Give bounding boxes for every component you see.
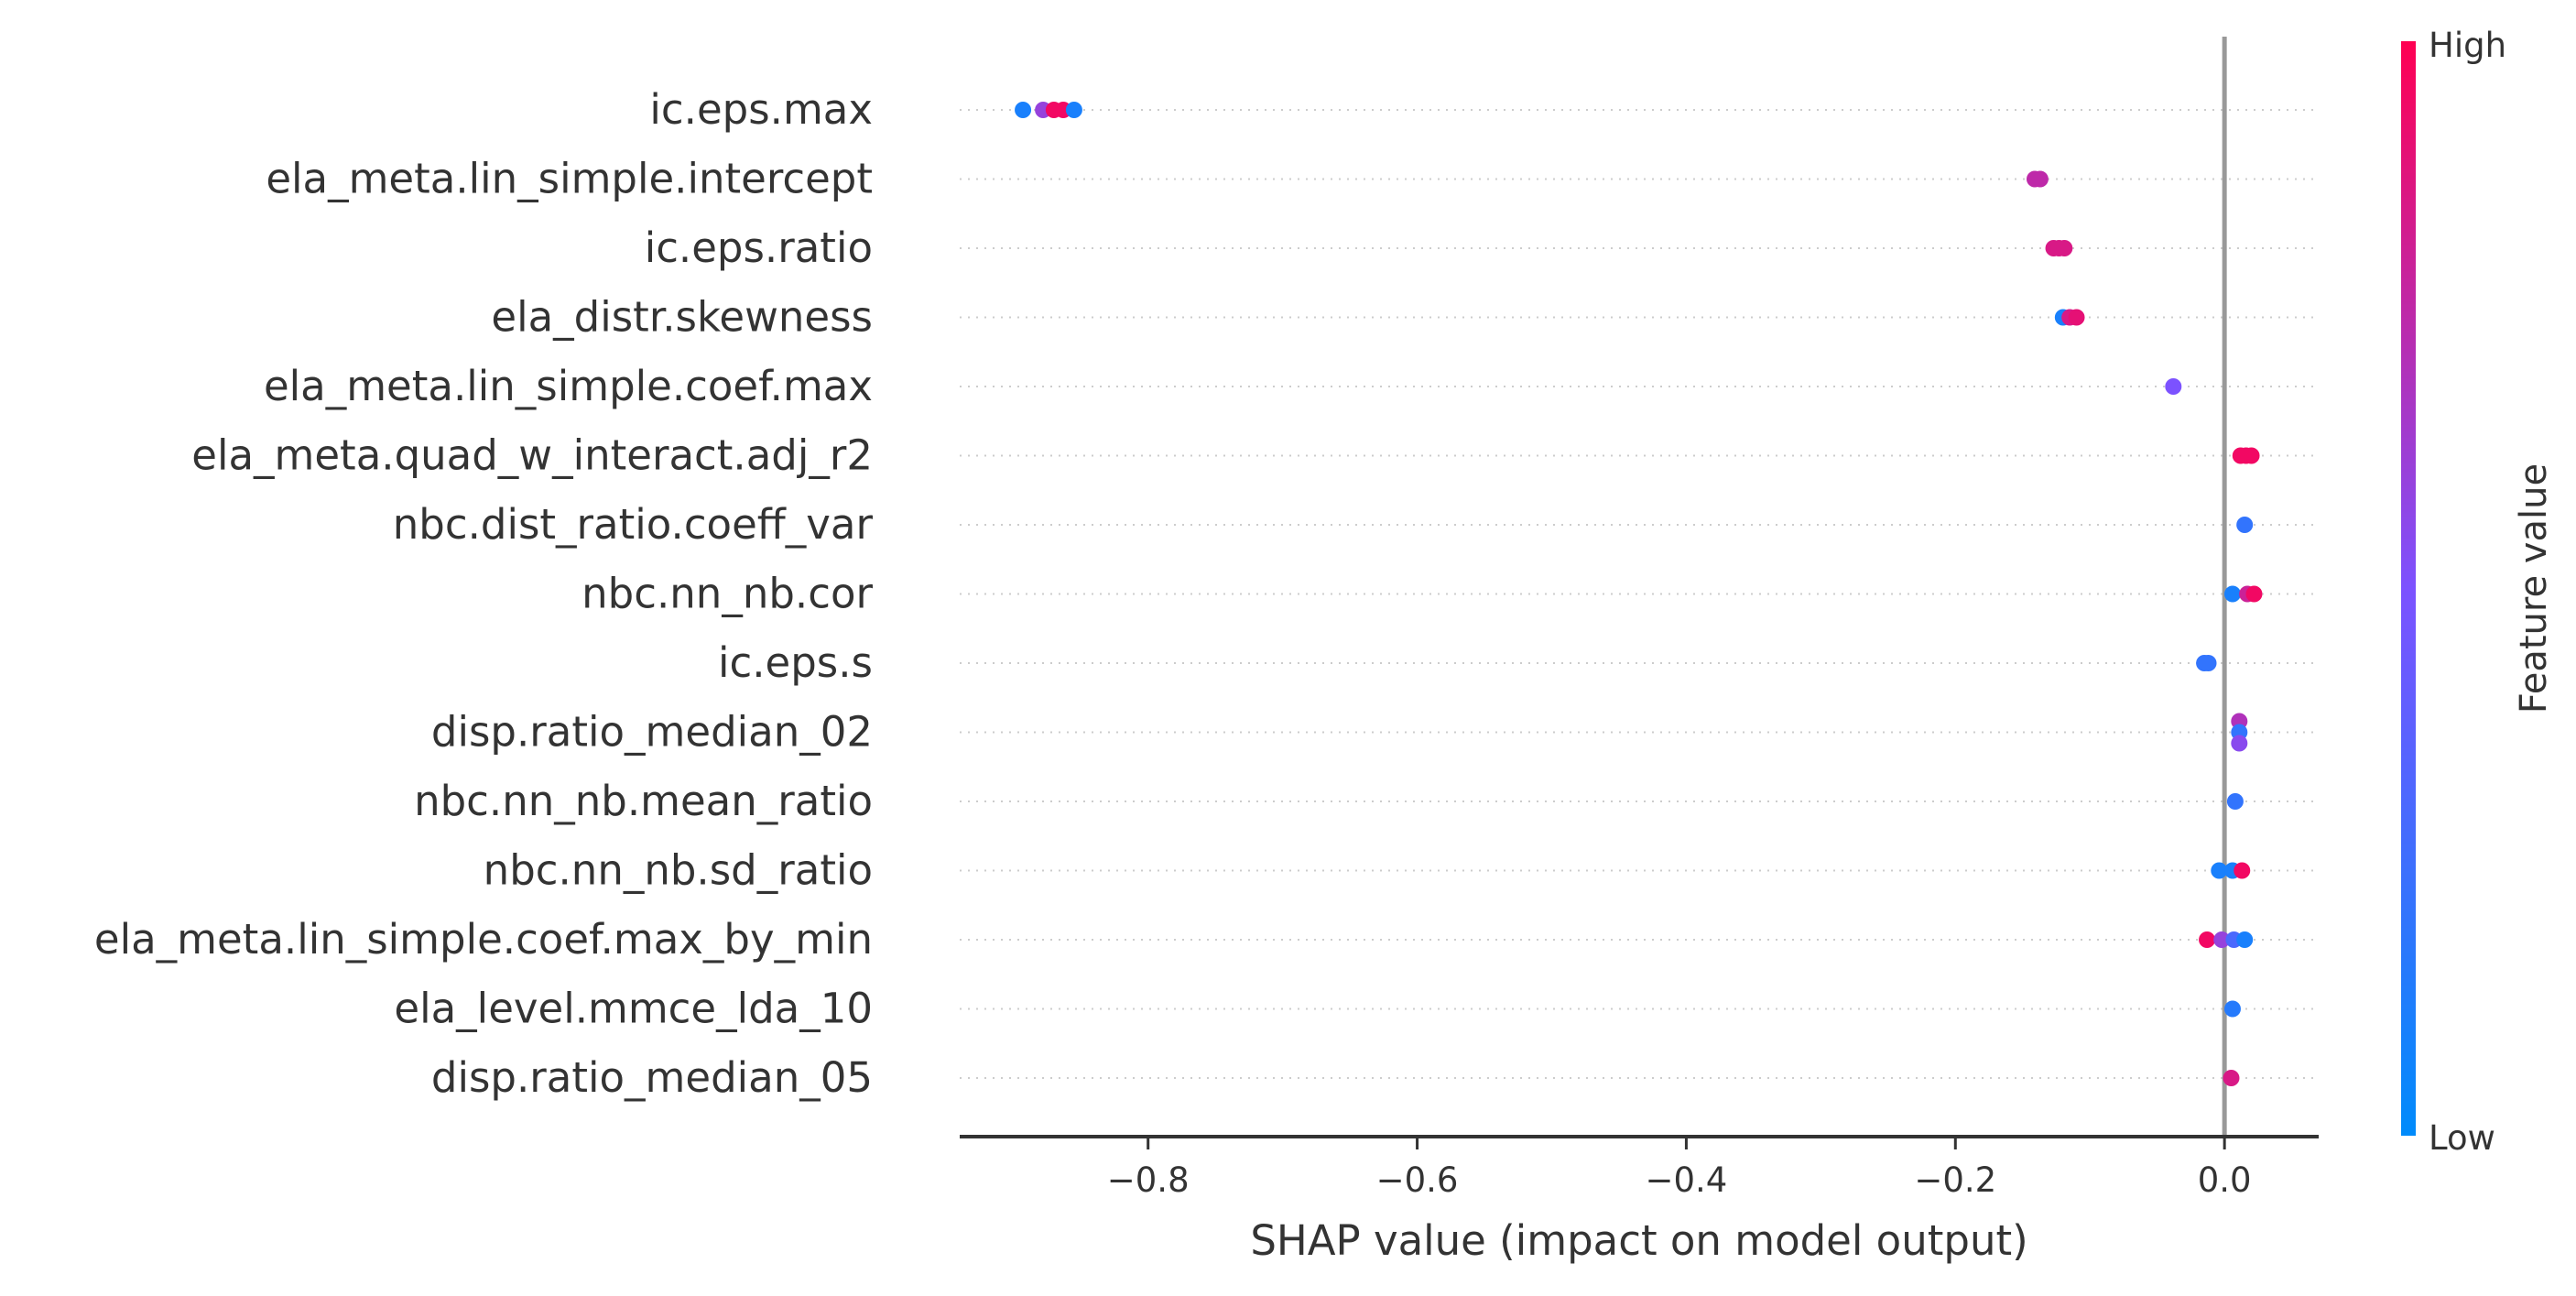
- shap-point: [2211, 862, 2228, 879]
- feature-label: ic.eps.max: [649, 85, 873, 134]
- feature-label: nbc.nn_nb.cor: [582, 570, 873, 618]
- x-tick-label: −0.2: [1914, 1160, 1996, 1200]
- feature-label: nbc.nn_nb.sd_ratio: [484, 846, 873, 895]
- shap-point: [2234, 862, 2251, 879]
- shap-point: [2223, 1000, 2241, 1018]
- shap-point: [2031, 170, 2049, 188]
- x-tick-label: −0.4: [1645, 1160, 1727, 1200]
- x-tick-label: −0.8: [1107, 1160, 1190, 1200]
- shap-point: [2165, 378, 2182, 395]
- feature-label: ela_meta.lin_simple.intercept: [266, 155, 873, 203]
- shap-point: [2056, 240, 2073, 256]
- feature-label: ela_level.mmce_lda_10: [394, 985, 873, 1033]
- feature-label: ic.eps.s: [718, 638, 873, 687]
- shap-point: [2231, 735, 2248, 752]
- shap-point: [2236, 517, 2254, 533]
- shap-points: [1015, 102, 2263, 1086]
- shap-point: [2199, 931, 2216, 948]
- colorbar: [2401, 41, 2416, 1136]
- shap-point: [2223, 585, 2241, 603]
- feature-label: ela_distr.skewness: [491, 293, 873, 342]
- x-tick-label: −0.6: [1376, 1160, 1459, 1200]
- shap-point: [2200, 655, 2217, 671]
- feature-labels: ic.eps.max ela_meta.lin_simple.intercepti…: [94, 85, 874, 1102]
- shap-point: [2243, 447, 2260, 464]
- shap-point: [2213, 931, 2231, 948]
- x-axis-ticks: −0.8 −0.6 −0.4 −0.2 0.0: [1107, 1137, 2252, 1200]
- colorbar-high-label: High: [2429, 26, 2506, 65]
- shap-point: [2223, 1070, 2240, 1086]
- colorbar-title: Feature value: [2513, 463, 2555, 713]
- shap-point: [2245, 585, 2263, 603]
- shap-point: [1065, 102, 1082, 118]
- row-gridlines: [960, 109, 2319, 1079]
- shap-point: [2068, 309, 2085, 326]
- shap-point: [2236, 931, 2254, 948]
- feature-label: ela_meta.lin_simple.coef.max_by_min: [94, 915, 873, 964]
- shap-point: [2226, 793, 2244, 810]
- feature-label: disp.ratio_median_02: [431, 708, 873, 757]
- feature-label: disp.ratio_median_05: [431, 1053, 873, 1102]
- shap-point: [1015, 102, 1032, 118]
- feature-label: nbc.nn_nb.mean_ratio: [414, 777, 873, 825]
- x-axis-title: SHAP value (impact on model output): [1250, 1216, 2027, 1265]
- feature-label: ic.eps.ratio: [645, 223, 873, 272]
- feature-label: ela_meta.quad_w_interact.adj_r2: [191, 431, 873, 480]
- feature-label: ela_meta.lin_simple.coef.max: [264, 362, 873, 410]
- feature-label: nbc.dist_ratio.coeff_var: [393, 500, 874, 549]
- colorbar-low-label: Low: [2429, 1118, 2495, 1158]
- x-tick-label: 0.0: [2198, 1160, 2252, 1200]
